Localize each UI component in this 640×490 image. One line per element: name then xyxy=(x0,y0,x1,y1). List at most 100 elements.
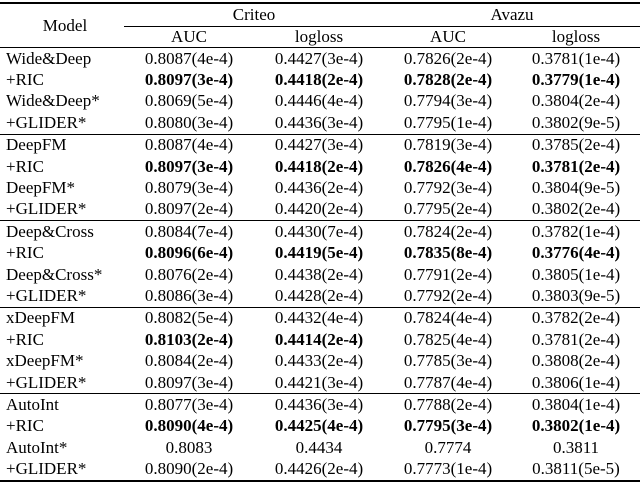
value-cell: 0.8090(2e-4) xyxy=(144,459,234,479)
model-cell: +RIC xyxy=(6,416,44,436)
value-cell: 0.7773(1e-4) xyxy=(403,459,493,479)
group-header-row: Model Criteo Avazu xyxy=(0,3,640,48)
value-cell: 0.8097(3e-4) xyxy=(144,372,234,392)
value-cell: 0.4427(3e-4) xyxy=(274,48,364,68)
model-cell: +GLIDER* xyxy=(6,285,87,305)
value-cell: 0.8096(6e-4) xyxy=(144,243,234,263)
value-cell: 0.7819(3e-4) xyxy=(384,133,512,156)
model-cell: +RIC xyxy=(6,70,44,90)
value-cell: 0.7774 xyxy=(424,437,472,457)
table-row: Deep&Cross* 0.8076(2e-4) 0.4438(2e-4) 0.779… xyxy=(0,264,640,285)
value-cell: 0.7792(3e-4) xyxy=(403,178,493,198)
table-body: Wide&Deep 0.8087(4e-4) 0.4427(3e-4) 0.7826(… xyxy=(0,48,640,481)
value-cell: 0.3811 xyxy=(552,437,600,457)
model-cell: +GLIDER* xyxy=(6,372,87,392)
results-table: Model Criteo Avazu AUC logloss AUC loglo… xyxy=(0,2,640,482)
value-cell: 0.4433(2e-4) xyxy=(274,351,364,371)
table-row: +GLIDER* 0.8097(2e-4) 0.4420(2e-4) 0.7795(2… xyxy=(0,199,640,221)
value-cell: 0.3804(9e-5) xyxy=(531,178,621,198)
value-cell: 0.4438(2e-4) xyxy=(274,264,364,284)
value-cell: 0.7824(2e-4) xyxy=(384,220,512,243)
value-cell: 0.4432(4e-4) xyxy=(254,306,384,330)
value-cell: 0.8076(2e-4) xyxy=(144,264,234,284)
table-row: +RIC 0.8096(6e-4) 0.4419(5e-4) 0.7835(8e-4)… xyxy=(0,243,640,264)
value-cell: 0.8082(5e-4) xyxy=(124,306,254,330)
value-cell: 0.7824(4e-4) xyxy=(384,306,512,330)
column-header-avazu-logloss: logloss xyxy=(512,26,640,48)
table-row: +RIC 0.8103(2e-4) 0.4414(2e-4) 0.7825(4e-4)… xyxy=(0,329,640,350)
model-cell: +GLIDER* xyxy=(6,112,87,132)
value-cell: 0.7785(3e-4) xyxy=(403,351,493,371)
table-row: Deep&Cross 0.8084(7e-4) 0.4430(7e-4) 0.7824… xyxy=(0,220,640,243)
table-row: +GLIDER* 0.8090(2e-4) 0.4426(2e-4) 0.7773(1… xyxy=(0,458,640,480)
value-cell: 0.4430(7e-4) xyxy=(254,220,384,243)
table-row: +RIC 0.8097(3e-4) 0.4418(2e-4) 0.7826(4e-4)… xyxy=(0,156,640,177)
value-cell: 0.7795(1e-4) xyxy=(403,112,493,132)
value-cell: 0.4418(2e-4) xyxy=(274,70,364,90)
model-cell: Deep&Cross xyxy=(0,220,124,243)
model-cell: AutoInt* xyxy=(6,437,68,457)
model-cell: +RIC xyxy=(6,156,44,176)
value-cell: 0.7826(4e-4) xyxy=(403,156,493,176)
column-header-criteo-logloss: logloss xyxy=(254,26,384,48)
value-cell: 0.4436(3e-4) xyxy=(254,393,384,416)
value-cell: 0.3776(4e-4) xyxy=(531,243,621,263)
table-row: +RIC 0.8090(4e-4) 0.4425(4e-4) 0.7795(3e-4)… xyxy=(0,416,640,437)
value-cell: 0.4418(2e-4) xyxy=(274,156,364,176)
value-cell: 0.3805(1e-4) xyxy=(531,264,621,284)
table-row: Wide&Deep 0.8087(4e-4) 0.4427(3e-4) 0.7826(… xyxy=(0,48,640,70)
value-cell: 0.4425(4e-4) xyxy=(274,416,364,436)
table-header: Model Criteo Avazu AUC logloss AUC loglo… xyxy=(0,3,640,48)
table-row: +GLIDER* 0.8080(3e-4) 0.4436(3e-4) 0.7795(1… xyxy=(0,112,640,134)
value-cell: 0.7787(4e-4) xyxy=(403,372,493,392)
value-cell: 0.3811(5e-5) xyxy=(532,459,620,479)
value-cell: 0.4427(3e-4) xyxy=(254,133,384,156)
column-header-avazu-auc: AUC xyxy=(384,26,512,48)
value-cell: 0.3779(1e-4) xyxy=(531,70,621,90)
value-cell: 0.4446(4e-4) xyxy=(274,91,364,111)
table-row: +RIC 0.8097(3e-4) 0.4418(2e-4) 0.7828(2e-4)… xyxy=(0,69,640,90)
value-cell: 0.8097(2e-4) xyxy=(144,199,234,219)
table-row: xDeepFM* 0.8084(2e-4) 0.4433(2e-4) 0.7785(3… xyxy=(0,350,640,371)
value-cell: 0.3804(1e-4) xyxy=(512,393,640,416)
value-cell: 0.8069(5e-4) xyxy=(144,91,234,111)
value-cell: 0.3782(2e-4) xyxy=(512,306,640,330)
value-cell: 0.4414(2e-4) xyxy=(274,329,364,349)
model-cell: +GLIDER* xyxy=(6,459,87,479)
value-cell: 0.4421(3e-4) xyxy=(274,372,364,392)
table-row: +GLIDER* 0.8086(3e-4) 0.4428(2e-4) 0.7792(2… xyxy=(0,285,640,307)
value-cell: 0.3802(1e-4) xyxy=(531,416,621,436)
value-cell: 0.8084(7e-4) xyxy=(124,220,254,243)
model-cell: DeepFM xyxy=(0,133,124,156)
table-row: DeepFM* 0.8079(3e-4) 0.4436(2e-4) 0.7792(3e… xyxy=(0,177,640,198)
value-cell: 0.7791(2e-4) xyxy=(403,264,493,284)
value-cell: 0.8090(4e-4) xyxy=(144,416,234,436)
value-cell: 0.8087(4e-4) xyxy=(124,133,254,156)
value-cell: 0.7828(2e-4) xyxy=(403,70,493,90)
model-cell: Wide&Deep xyxy=(6,48,92,68)
value-cell: 0.3802(2e-4) xyxy=(531,199,621,219)
value-cell: 0.3806(1e-4) xyxy=(531,372,621,392)
value-cell: 0.4426(2e-4) xyxy=(274,459,364,479)
model-cell: xDeepFM* xyxy=(6,351,84,371)
value-cell: 0.7795(2e-4) xyxy=(403,199,493,219)
value-cell: 0.8086(3e-4) xyxy=(144,285,234,305)
value-cell: 0.8080(3e-4) xyxy=(144,112,234,132)
table-row: xDeepFM 0.8082(5e-4) 0.4432(4e-4) 0.7824(4e… xyxy=(0,306,640,330)
column-header-criteo-auc: AUC xyxy=(124,26,254,48)
value-cell: 0.3785(2e-4) xyxy=(512,133,640,156)
value-cell: 0.4428(2e-4) xyxy=(274,285,364,305)
value-cell: 0.8084(2e-4) xyxy=(144,351,234,371)
value-cell: 0.3804(2e-4) xyxy=(531,91,621,111)
value-cell: 0.7795(3e-4) xyxy=(403,416,493,436)
model-cell: Deep&Cross* xyxy=(6,264,103,284)
value-cell: 0.8077(3e-4) xyxy=(124,393,254,416)
value-cell: 0.7825(4e-4) xyxy=(403,329,493,349)
group-header-avazu: Avazu xyxy=(384,3,640,27)
table-row: Wide&Deep* 0.8069(5e-4) 0.4446(4e-4) 0.7794… xyxy=(0,91,640,112)
model-cell: AutoInt xyxy=(0,393,124,416)
model-cell: +RIC xyxy=(6,329,44,349)
value-cell: 0.8087(4e-4) xyxy=(144,48,234,68)
model-cell: +RIC xyxy=(6,243,44,263)
